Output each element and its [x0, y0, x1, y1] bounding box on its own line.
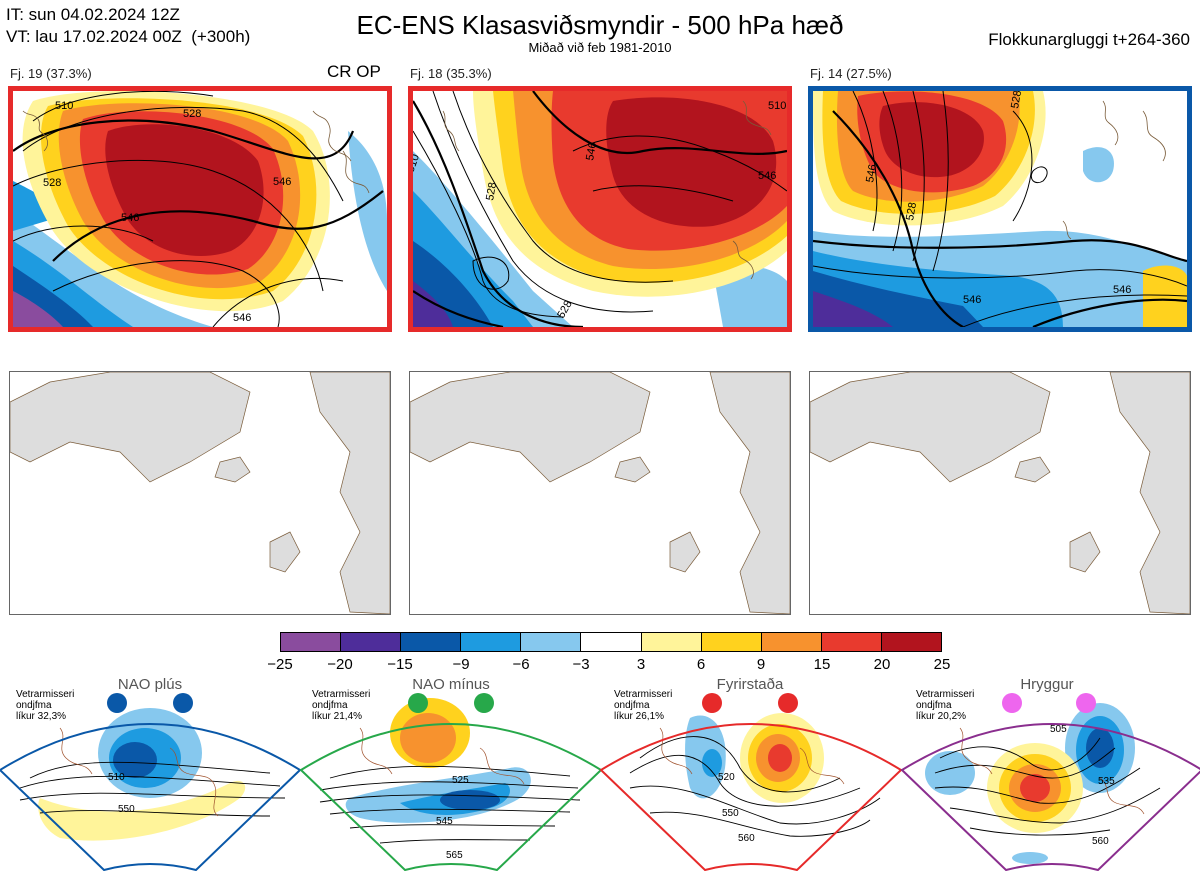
contour-label: 528 — [43, 177, 61, 189]
regime-name-blocking: Fyrirstaða — [716, 676, 784, 693]
colorbar-tick: −9 — [452, 656, 470, 673]
contour-label: 546 — [864, 163, 879, 183]
contour-label: 546 — [758, 170, 776, 182]
colorbar-swatch — [821, 633, 882, 651]
colorbar-swatch — [281, 633, 342, 651]
regime-map-blocking: 520 550 560 — [599, 693, 903, 871]
it-line: IT: sun 04.02.2024 12Z — [6, 5, 180, 24]
regime-contour-label: 525 — [452, 775, 469, 786]
colorbar-swatch — [761, 633, 822, 651]
contour-label: 546 — [233, 312, 251, 324]
colorbar-tick: 20 — [873, 656, 891, 673]
contour-label: 546 — [121, 212, 139, 224]
contour-label: 546 — [963, 294, 981, 306]
colorbar-tick: −6 — [512, 656, 530, 673]
panel-2-label: Fj. 18 (35.3%) — [410, 66, 492, 81]
panel-1-tag: CR OP — [327, 62, 381, 81]
regime-map-nao-minus: 525 545 565 — [299, 693, 603, 871]
colorbar-tick: 15 — [813, 656, 831, 673]
cluster-map-panel-1[interactable]: 510 528 546 528 546 546 — [8, 86, 392, 332]
colorbar-tick: 3 — [636, 656, 646, 673]
contour-label: 546 — [584, 141, 599, 161]
contour-label: 528 — [484, 181, 499, 201]
regime-contour-label: 560 — [1092, 836, 1109, 847]
empty-map-2 — [409, 371, 791, 615]
regime-contour-label: 510 — [108, 772, 125, 783]
regime-contour-label: 550 — [722, 808, 739, 819]
colorbar-tick: 6 — [696, 656, 706, 673]
colorbar-swatch — [341, 633, 402, 651]
regime-note-nao-plus: Vetrarmisseri ondjfma líkur 32,3% — [16, 689, 75, 722]
page-subtitle: Miðað við feb 1981-2010 — [528, 40, 672, 55]
cluster-map-panel-3[interactable]: 528 528 546 546 546 — [808, 86, 1192, 332]
panel-1-label: Fj. 19 (37.3%) — [10, 66, 92, 81]
regime-name-nao-plus: NAO plús — [117, 676, 183, 693]
regime-name-nao-minus: NAO mínus — [412, 676, 490, 693]
regime-name-ridge: Hryggur — [1020, 676, 1074, 693]
regime-maps: 510 550 525 545 565 — [0, 693, 1200, 871]
regime-contour-label: 535 — [1098, 776, 1115, 787]
vt-line: VT: lau 17.02.2024 00Z (+300h) — [6, 27, 251, 46]
empty-map-3 — [809, 371, 1191, 615]
colorbar-tick: −20 — [327, 656, 353, 673]
regime-note-ridge: Vetrarmisseri ondjfma líkur 20,2% — [916, 689, 975, 722]
regime-contour-label: 505 — [1050, 724, 1067, 735]
regime-map-ridge: 505 535 560 — [900, 693, 1200, 871]
colorbar-swatch — [701, 633, 762, 651]
contour-label: 546 — [1113, 284, 1131, 296]
regime-note-blocking: Vetrarmisseri ondjfma líkur 26,1% — [614, 689, 673, 722]
contour-label: 528 — [1009, 91, 1024, 110]
colorbar-tick: −25 — [267, 656, 293, 673]
colorbar-swatch — [461, 633, 522, 651]
contour-label: 510 — [768, 100, 786, 112]
colorbar-swatch — [881, 633, 942, 651]
contour-label: 528 — [183, 108, 201, 120]
regime-contour-label: 545 — [436, 816, 453, 827]
colorbar-swatch — [641, 633, 702, 651]
regime-contour-label: 560 — [738, 833, 755, 844]
regime-map-nao-plus: 510 550 — [0, 693, 302, 871]
contour-label: 528 — [904, 201, 919, 221]
colorbar-tick: 25 — [933, 656, 951, 673]
colorbar-tick: −3 — [572, 656, 590, 673]
cluster-map-panel-2[interactable]: 510 528 546 546 528 510 — [408, 86, 792, 332]
regime-contour-label: 520 — [718, 772, 735, 783]
anomaly-colorbar — [280, 632, 942, 652]
empty-map-1 — [9, 371, 391, 615]
colorbar-tick: −15 — [387, 656, 413, 673]
classification-window: Flokkunargluggi t+264-360 — [988, 30, 1190, 49]
regime-note-nao-minus: Vetrarmisseri ondjfma líkur 21,4% — [312, 689, 371, 722]
colorbar-swatch — [401, 633, 462, 651]
colorbar-tick: 9 — [756, 656, 766, 673]
panel-3-label: Fj. 14 (27.5%) — [810, 66, 892, 81]
page-title: EC-ENS Klasasviðsmyndir - 500 hPa hæð — [356, 10, 844, 40]
regime-contour-label: 565 — [446, 850, 463, 861]
contour-label: 510 — [55, 100, 73, 112]
regime-contour-label: 550 — [118, 804, 135, 815]
colorbar-swatch — [521, 633, 582, 651]
init-time-info: IT: sun 04.02.2024 12Z VT: lau 17.02.2024… — [6, 4, 250, 48]
contour-label: 510 — [413, 153, 422, 174]
contour-label: 546 — [273, 176, 291, 188]
colorbar-swatch — [581, 633, 642, 651]
